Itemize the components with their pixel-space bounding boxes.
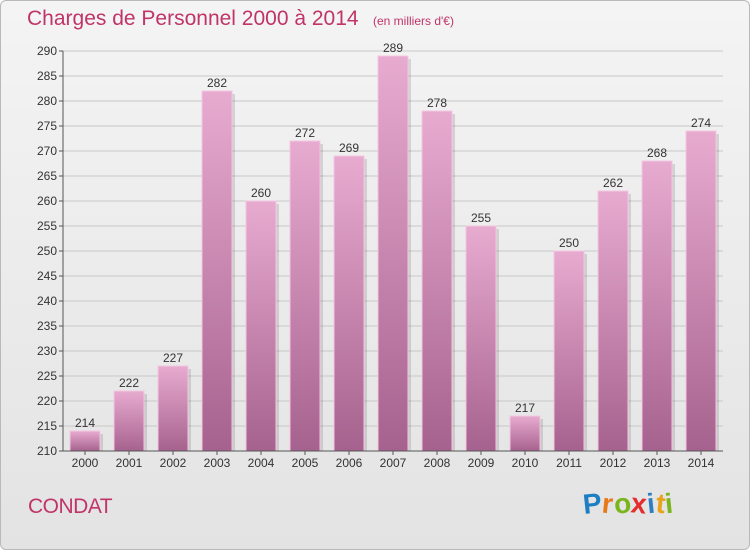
bar <box>201 90 233 452</box>
data-label: 282 <box>207 76 227 90</box>
y-tick-label: 225 <box>37 369 57 383</box>
y-tick-label: 230 <box>37 344 57 358</box>
bar <box>245 200 277 452</box>
y-tick-label: 260 <box>37 194 57 208</box>
y-tick-label: 275 <box>37 119 57 133</box>
x-tick-label: 2007 <box>380 456 407 470</box>
x-tick-label: 2003 <box>204 456 231 470</box>
y-tick-label: 245 <box>37 269 57 283</box>
x-tick-label: 2000 <box>72 456 99 470</box>
data-label: 217 <box>515 401 535 415</box>
x-tick-label: 2010 <box>512 456 539 470</box>
chart-subtitle: (en milliers d'€) <box>373 14 454 28</box>
bar <box>113 390 145 452</box>
y-tick-label: 210 <box>37 444 57 458</box>
y-axis-ticks: 210 215 220 225 230 235 240 245 250 255 260 265 270 2… <box>37 44 63 458</box>
data-label: 274 <box>691 116 711 130</box>
x-tick-label: 2008 <box>424 456 451 470</box>
x-tick-label: 2011 <box>556 456 582 470</box>
x-tick-label: 2013 <box>644 456 671 470</box>
bar <box>465 225 497 452</box>
data-label: 214 <box>75 416 95 430</box>
y-tick-label: 240 <box>37 294 57 308</box>
bars <box>69 55 719 452</box>
logo-letter: i <box>663 487 676 520</box>
data-label: 227 <box>163 351 183 365</box>
bar <box>289 140 321 452</box>
y-tick-label: 280 <box>37 94 57 108</box>
proxiti-logo: Proxiti <box>581 487 676 520</box>
y-tick-label: 215 <box>37 419 57 433</box>
data-label: 289 <box>383 41 403 55</box>
y-tick-label: 265 <box>37 169 57 183</box>
y-tick-label: 250 <box>37 244 57 258</box>
data-label: 250 <box>559 236 579 250</box>
bar <box>597 190 629 452</box>
bar <box>421 110 453 452</box>
x-tick-label: 2004 <box>248 456 275 470</box>
y-tick-label: 285 <box>37 69 57 83</box>
data-label: 278 <box>427 96 447 110</box>
bar <box>685 130 717 452</box>
x-tick-label: 2006 <box>336 456 363 470</box>
bar <box>157 365 189 452</box>
x-tick-label: 2009 <box>468 456 495 470</box>
y-tick-label: 270 <box>37 144 57 158</box>
y-tick-label: 220 <box>37 394 57 408</box>
y-tick-label: 290 <box>37 44 57 58</box>
bar <box>641 160 673 452</box>
commune-name: CONDAT <box>28 495 113 518</box>
data-label: 222 <box>119 376 139 390</box>
x-tick-label: 2012 <box>600 456 627 470</box>
data-label: 272 <box>295 126 315 140</box>
chart-title: Charges de Personnel 2000 à 2014 <box>27 7 359 30</box>
bar <box>333 155 365 452</box>
bar <box>377 55 409 452</box>
data-label: 262 <box>603 176 623 190</box>
x-axis-ticks: 2000 2001 2002 2003 2004 2005 2006 2007 2008 2009… <box>72 451 715 470</box>
x-tick-label: 2002 <box>160 456 187 470</box>
x-tick-label: 2014 <box>688 456 715 470</box>
data-label: 269 <box>339 141 359 155</box>
bar <box>69 430 101 452</box>
x-tick-label: 2001 <box>116 456 143 470</box>
bar <box>509 415 541 452</box>
y-tick-label: 235 <box>37 319 57 333</box>
data-labels: 214 222 227 282 260 272 269 289 278 255 217 250 262 2… <box>75 41 711 430</box>
y-tick-label: 255 <box>37 219 57 233</box>
data-label: 268 <box>647 146 667 160</box>
data-label: 260 <box>251 186 271 200</box>
data-label: 255 <box>471 211 491 225</box>
x-tick-label: 2005 <box>292 456 319 470</box>
bar <box>553 250 585 452</box>
